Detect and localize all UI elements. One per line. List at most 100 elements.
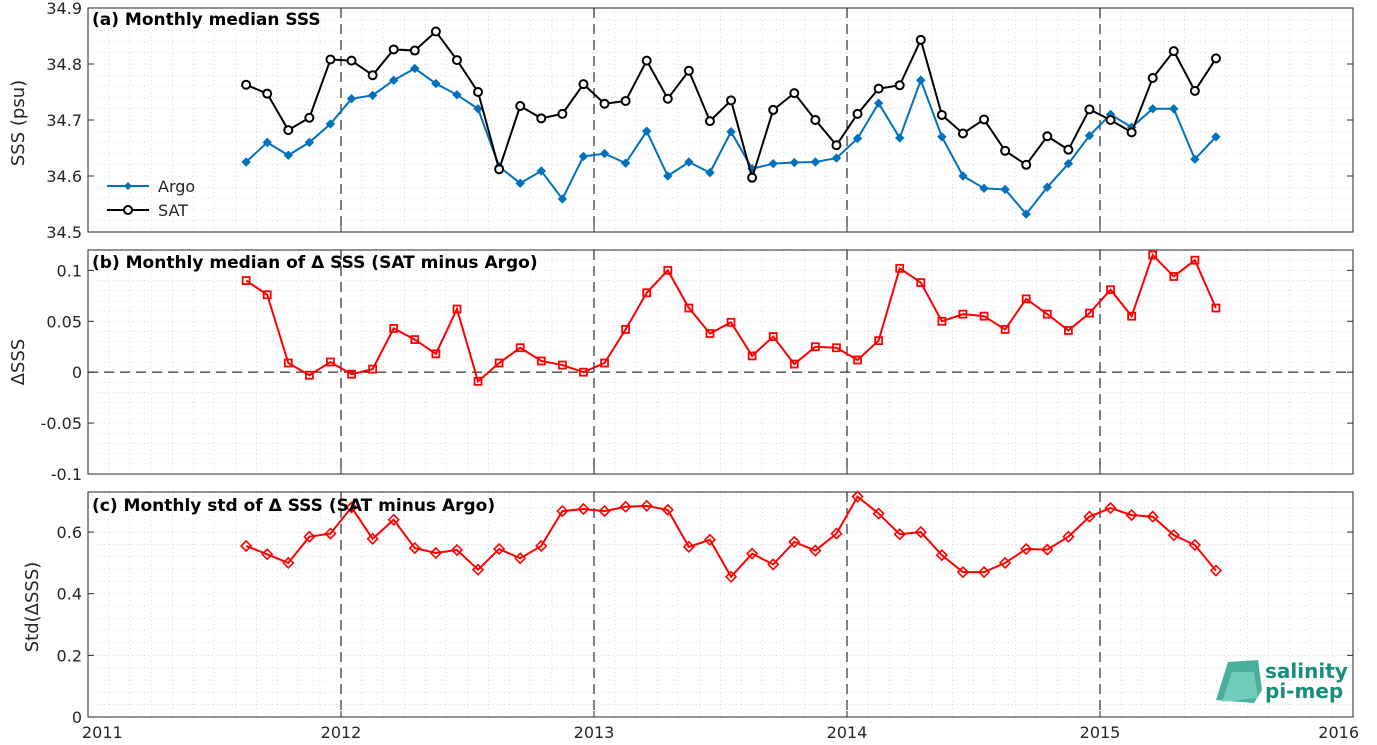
legend-sat-label: SAT: [158, 201, 188, 220]
argo-point: [852, 133, 863, 144]
series-0-point: [387, 513, 400, 526]
sat-point: [620, 95, 631, 106]
x-tick-label: 2013: [574, 723, 615, 742]
series-0-point: [958, 309, 968, 319]
sat-point: [789, 88, 800, 99]
sat-point: [1063, 144, 1074, 155]
series-0-point: [471, 563, 485, 576]
sat-point: [894, 80, 905, 91]
y-tick-label: -0.05: [41, 414, 82, 433]
series-0-point: [1062, 530, 1075, 543]
sat-point: [557, 108, 568, 119]
argo-point: [1190, 154, 1200, 164]
series-0-point: [810, 342, 820, 352]
series-0-point: [1167, 529, 1180, 542]
series-0-point: [283, 358, 293, 368]
argo-point: [536, 166, 546, 176]
panel-a-year-lines: [340, 8, 1101, 232]
x-tick-label: 2011: [82, 723, 123, 742]
sat-point: [1126, 127, 1137, 138]
series-0-point: [1000, 325, 1010, 334]
sat-point: [430, 26, 441, 37]
argo-point: [1211, 132, 1221, 142]
sat-point: [810, 115, 821, 125]
sat-point: [683, 65, 694, 76]
panel-c-std-delta-sss: 0 0.2 0.4 0.6 2011 2012 2013 2014 2015 2016 (c) …: [22, 490, 1359, 742]
y-tick-label: 34.8: [46, 55, 82, 74]
x-tick-marks: [87, 226, 1354, 232]
series-0-point: [536, 356, 546, 366]
argo-point: [1042, 182, 1052, 192]
argo-point: [916, 75, 926, 85]
series-0-point: [304, 370, 314, 380]
panel-a-grid: [87, 7, 1354, 233]
argo-point: [663, 171, 673, 181]
argo-point: [389, 75, 399, 85]
series-0-point: [1146, 510, 1159, 523]
series-0-point: [703, 533, 717, 546]
series-0-point: [473, 376, 483, 386]
y-tick-label: 0.6: [57, 523, 82, 542]
series-0-point: [494, 358, 504, 368]
series-0-point: [431, 349, 441, 359]
series-0-point: [515, 343, 525, 353]
series-0-point: [535, 539, 548, 553]
series-0-point: [745, 547, 759, 560]
argo-point: [684, 157, 694, 167]
series-0-point: [832, 343, 841, 353]
argo-point: [937, 132, 947, 142]
series-0-point: [895, 263, 905, 273]
series-0-point: [914, 525, 927, 539]
panel-a-y-ticks: 34.5 34.6 34.7 34.8 34.9: [46, 0, 1353, 242]
argo-point: [346, 94, 357, 104]
argo-point: [557, 194, 568, 204]
series-0-point: [1190, 255, 1200, 265]
sat-point: [936, 109, 947, 120]
panel-c-title: (c) Monthly std of Δ SSS (SAT minus Argo…: [92, 496, 495, 516]
series-0-point: [261, 548, 274, 561]
sat-point: [979, 114, 990, 125]
panel-b-frame: [87, 249, 1354, 475]
argo-point: [410, 63, 420, 74]
series-0-point: [1125, 508, 1138, 522]
series-0-point: [1148, 250, 1158, 260]
sat-point: [704, 116, 715, 127]
panel-c-x-ticks: 2011 2012 2013 2014 2015 2016: [82, 711, 1359, 742]
argo-point: [1063, 158, 1074, 169]
series-0-point: [450, 543, 464, 557]
x-tick-label: 2014: [827, 723, 868, 742]
panel-b-y-ticks: -0.1 -0.05 0 0.05 0.1: [41, 261, 1353, 484]
legend: Argo SAT: [107, 177, 195, 220]
argo-point: [325, 119, 336, 129]
argo-point: [431, 78, 441, 89]
series-0-point: [557, 360, 567, 370]
series-0-point: [705, 329, 715, 338]
sat-point: [1147, 73, 1158, 83]
sat-point: [346, 55, 357, 66]
sat-point: [768, 104, 779, 115]
argo-line: [245, 67, 1217, 216]
argo-point: [599, 148, 610, 159]
argo-point: [241, 157, 251, 167]
sat-point: [662, 93, 673, 104]
sat-point: [1168, 46, 1179, 57]
sat-point: [241, 79, 252, 90]
sat-point: [1105, 115, 1116, 125]
sat-point: [852, 108, 863, 119]
sat-point: [262, 88, 273, 99]
argo-point: [705, 167, 715, 178]
series-0-point: [640, 499, 653, 513]
x-tick-label: 2015: [1080, 723, 1121, 742]
series-0-point: [851, 490, 864, 503]
series-0-point: [789, 359, 799, 369]
argo-point: [641, 126, 652, 136]
series-0-point: [724, 570, 738, 583]
y-tick-label: 34.6: [46, 167, 82, 186]
series-0-point: [579, 367, 588, 377]
sat-point: [451, 55, 462, 66]
sat-point: [599, 98, 610, 109]
series-0-point: [768, 332, 778, 341]
series-0-point: [1211, 303, 1221, 313]
series-0-point: [788, 535, 801, 549]
series-0-point: [747, 351, 757, 361]
